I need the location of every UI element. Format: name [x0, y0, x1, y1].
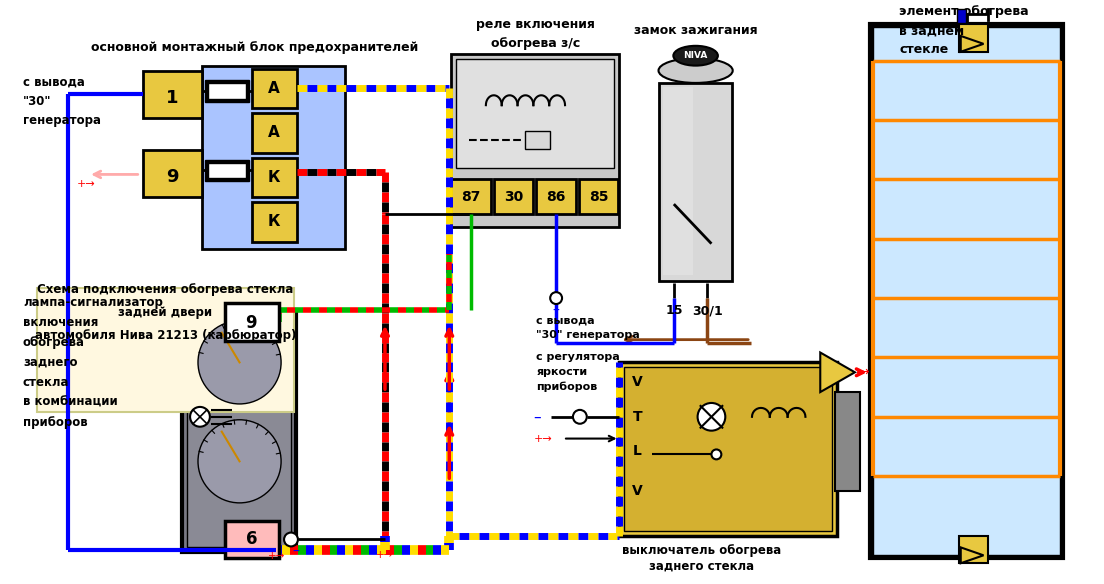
Bar — [253, 113, 297, 152]
Bar — [870, 24, 1063, 558]
Text: –: – — [533, 409, 541, 425]
Text: NIVA: NIVA — [683, 51, 708, 60]
Text: –: – — [553, 304, 560, 318]
Bar — [659, 84, 732, 281]
Text: с вывода
"30" генератора: с вывода "30" генератора — [537, 315, 640, 340]
Bar — [182, 310, 296, 552]
Text: выключатель обогрева
заднего стекла: выключатель обогрева заднего стекла — [622, 544, 782, 572]
Bar — [456, 58, 615, 168]
Bar — [493, 179, 533, 214]
Text: 30/1: 30/1 — [692, 304, 723, 318]
Text: Схема подключения обогрева стекла
задней двери
автомобиля Нива 21213 (карбюратор: Схема подключения обогрева стекла задней… — [34, 283, 296, 342]
Text: V: V — [631, 375, 643, 389]
Text: 30: 30 — [503, 190, 523, 204]
Text: →: → — [858, 366, 869, 379]
Text: 87: 87 — [461, 190, 480, 204]
Text: К: К — [268, 214, 280, 230]
Polygon shape — [820, 353, 854, 392]
Ellipse shape — [673, 46, 718, 65]
Bar — [835, 392, 860, 491]
Bar — [142, 150, 202, 197]
Bar — [625, 367, 832, 531]
Bar — [872, 27, 1060, 555]
Text: реле включения
обогрева з/с: реле включения обогрева з/с — [476, 18, 595, 50]
Text: 86: 86 — [546, 190, 566, 204]
Circle shape — [190, 407, 210, 427]
Circle shape — [711, 450, 721, 460]
Bar — [452, 54, 619, 227]
Text: с вывода
"30"
генератора: с вывода "30" генератора — [23, 76, 100, 127]
Bar — [664, 88, 692, 275]
Bar — [578, 179, 618, 214]
Bar — [205, 81, 250, 102]
Bar — [225, 521, 279, 558]
Circle shape — [550, 292, 562, 304]
Text: лампа-сигнализатор
включения
обогрева
заднего
стекла
в комбинации
приборов: лампа-сигнализатор включения обогрева за… — [23, 296, 162, 429]
Text: –: – — [293, 545, 299, 559]
Bar — [253, 68, 297, 108]
Bar — [526, 131, 550, 149]
Bar — [208, 84, 246, 99]
Bar — [225, 303, 279, 340]
Text: +→: +→ — [533, 433, 552, 444]
Bar — [958, 536, 988, 563]
Bar — [205, 159, 250, 182]
Circle shape — [573, 410, 587, 424]
Ellipse shape — [658, 58, 733, 83]
Text: 85: 85 — [588, 190, 608, 204]
Text: +→: +→ — [267, 551, 285, 561]
Text: основной монтажный блок предохранителей: основной монтажный блок предохранителей — [91, 41, 418, 54]
Text: 15: 15 — [665, 304, 682, 318]
Bar — [957, 9, 966, 23]
Text: 9: 9 — [166, 168, 179, 186]
Circle shape — [198, 420, 282, 503]
Text: 1: 1 — [166, 89, 179, 107]
Text: +→: +→ — [76, 179, 95, 189]
Bar — [202, 65, 346, 249]
Bar — [36, 288, 294, 412]
Bar — [187, 315, 291, 547]
Circle shape — [698, 403, 725, 430]
Text: с регулятора
яркости
приборов: с регулятора яркости приборов — [537, 352, 620, 392]
Bar — [208, 162, 246, 178]
Text: T: T — [633, 410, 643, 424]
Bar — [253, 202, 297, 242]
Bar — [619, 363, 837, 536]
Text: элемент обогрева
в заднем
стекле: элемент обогрева в заднем стекле — [900, 5, 1029, 57]
Text: +→: +→ — [376, 550, 394, 560]
Text: 6: 6 — [246, 530, 257, 548]
Polygon shape — [960, 36, 984, 52]
Bar — [452, 179, 491, 214]
Text: А: А — [268, 81, 280, 96]
Text: V: V — [631, 484, 643, 498]
Text: А: А — [268, 126, 280, 140]
Text: L: L — [633, 444, 641, 458]
Bar — [958, 24, 988, 52]
Circle shape — [198, 321, 282, 404]
Circle shape — [284, 533, 298, 547]
Polygon shape — [960, 547, 984, 563]
Text: замок зажигания: замок зажигания — [634, 25, 757, 37]
Text: 9: 9 — [245, 314, 257, 332]
Bar — [537, 179, 576, 214]
Text: К: К — [268, 170, 280, 185]
Bar — [253, 158, 297, 197]
Bar — [142, 71, 202, 118]
